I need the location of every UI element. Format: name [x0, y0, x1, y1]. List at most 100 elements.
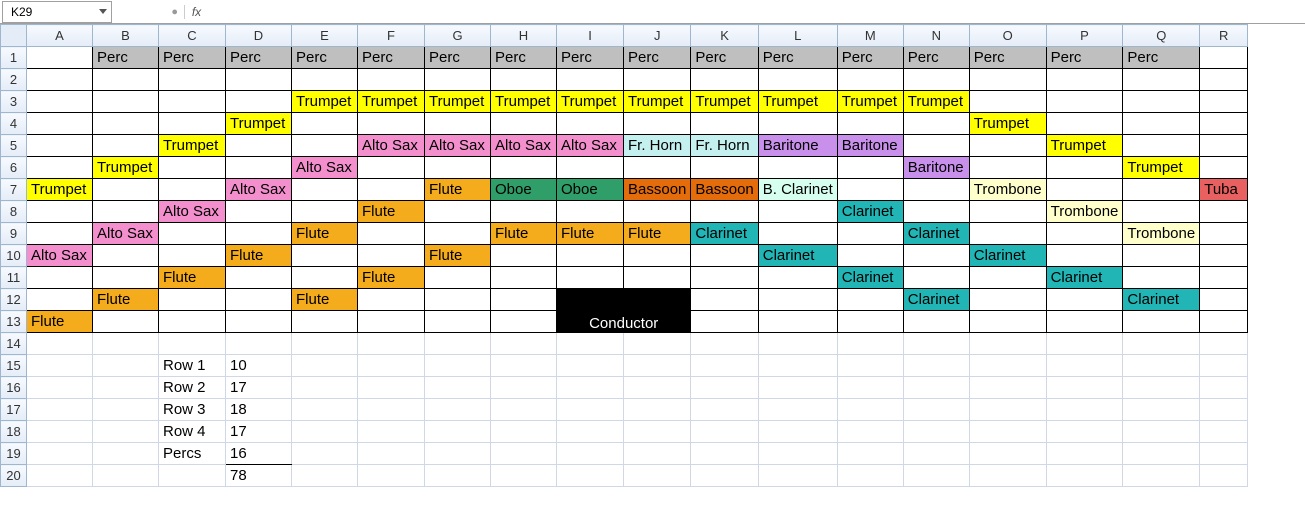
cell-J3[interactable]: Trumpet — [624, 91, 691, 113]
cell-B12[interactable]: Flute — [93, 289, 159, 311]
cell-I11[interactable] — [557, 267, 624, 289]
cell-J1[interactable]: Perc — [624, 47, 691, 69]
cell-H1[interactable]: Perc — [491, 47, 557, 69]
cell-M12[interactable] — [837, 289, 903, 311]
cell-N3[interactable]: Trumpet — [903, 91, 969, 113]
cell-P10[interactable] — [1046, 245, 1123, 267]
cell-I3[interactable]: Trumpet — [557, 91, 624, 113]
cell-J5[interactable]: Fr. Horn — [624, 135, 691, 157]
cell-J8[interactable] — [624, 201, 691, 223]
cell-L4[interactable] — [758, 113, 837, 135]
cell-D10[interactable]: Flute — [226, 245, 292, 267]
cell-J4[interactable] — [624, 113, 691, 135]
cell-F13[interactable] — [358, 311, 425, 333]
cell-L13[interactable] — [758, 311, 837, 333]
row-header-12[interactable]: 12 — [1, 289, 27, 311]
cell-I5[interactable]: Alto Sax — [557, 135, 624, 157]
col-header-N[interactable]: N — [903, 25, 969, 47]
row-header-20[interactable]: 20 — [1, 465, 27, 487]
cell-A19[interactable] — [27, 443, 93, 465]
cell-M17[interactable] — [837, 399, 903, 421]
cell-B7[interactable] — [93, 179, 159, 201]
cell-G7[interactable]: Flute — [425, 179, 491, 201]
cell-I14[interactable] — [557, 333, 624, 355]
cell-F6[interactable] — [358, 157, 425, 179]
cell-K13[interactable] — [691, 311, 758, 333]
name-box-dropdown-icon[interactable] — [99, 9, 107, 14]
cell-Q19[interactable] — [1123, 443, 1200, 465]
cell-G19[interactable] — [425, 443, 491, 465]
cell-Q9[interactable]: Trombone — [1123, 223, 1200, 245]
cell-D3[interactable] — [226, 91, 292, 113]
cell-G1[interactable]: Perc — [425, 47, 491, 69]
conductor-cell[interactable]: Conductor — [557, 289, 691, 333]
cell-K5[interactable]: Fr. Horn — [691, 135, 758, 157]
cell-C17[interactable]: Row 3 — [159, 399, 226, 421]
cell-H17[interactable] — [491, 399, 557, 421]
cell-O6[interactable] — [969, 157, 1046, 179]
cell-O1[interactable]: Perc — [969, 47, 1046, 69]
cell-O19[interactable] — [969, 443, 1046, 465]
cell-O10[interactable]: Clarinet — [969, 245, 1046, 267]
cell-C7[interactable] — [159, 179, 226, 201]
cell-A5[interactable] — [27, 135, 93, 157]
cell-C9[interactable] — [159, 223, 226, 245]
cell-F19[interactable] — [358, 443, 425, 465]
cell-G15[interactable] — [425, 355, 491, 377]
cell-M16[interactable] — [837, 377, 903, 399]
cell-H2[interactable] — [491, 69, 557, 91]
cell-F12[interactable] — [358, 289, 425, 311]
row-header-9[interactable]: 9 — [1, 223, 27, 245]
cell-P3[interactable] — [1046, 91, 1123, 113]
cell-R9[interactable] — [1200, 223, 1248, 245]
cell-N2[interactable] — [903, 69, 969, 91]
cell-H6[interactable] — [491, 157, 557, 179]
cell-B20[interactable] — [93, 465, 159, 487]
cell-P11[interactable]: Clarinet — [1046, 267, 1123, 289]
cell-D19[interactable]: 16 — [226, 443, 292, 465]
cell-R8[interactable] — [1200, 201, 1248, 223]
cell-G20[interactable] — [425, 465, 491, 487]
cell-H15[interactable] — [491, 355, 557, 377]
cell-H10[interactable] — [491, 245, 557, 267]
cell-C6[interactable] — [159, 157, 226, 179]
cell-J6[interactable] — [624, 157, 691, 179]
cell-C15[interactable]: Row 1 — [159, 355, 226, 377]
cell-E7[interactable] — [292, 179, 358, 201]
row-header-19[interactable]: 19 — [1, 443, 27, 465]
name-box[interactable]: K29 — [2, 1, 112, 23]
cell-K10[interactable] — [691, 245, 758, 267]
cell-N7[interactable] — [903, 179, 969, 201]
cell-C10[interactable] — [159, 245, 226, 267]
cell-E13[interactable] — [292, 311, 358, 333]
cell-Q5[interactable] — [1123, 135, 1200, 157]
cell-E4[interactable] — [292, 113, 358, 135]
cell-D13[interactable] — [226, 311, 292, 333]
cell-B17[interactable] — [93, 399, 159, 421]
cell-J20[interactable] — [624, 465, 691, 487]
cell-L16[interactable] — [758, 377, 837, 399]
cell-Q6[interactable]: Trumpet — [1123, 157, 1200, 179]
cell-M8[interactable]: Clarinet — [837, 201, 903, 223]
cell-K9[interactable]: Clarinet — [691, 223, 758, 245]
cell-N1[interactable]: Perc — [903, 47, 969, 69]
cell-M5[interactable]: Baritone — [837, 135, 903, 157]
cell-N13[interactable] — [903, 311, 969, 333]
cell-I19[interactable] — [557, 443, 624, 465]
cell-H8[interactable] — [491, 201, 557, 223]
cell-B5[interactable] — [93, 135, 159, 157]
cell-A14[interactable] — [27, 333, 93, 355]
cell-O12[interactable] — [969, 289, 1046, 311]
cell-A2[interactable] — [27, 69, 93, 91]
cell-G18[interactable] — [425, 421, 491, 443]
col-header-B[interactable]: B — [93, 25, 159, 47]
cell-Q12[interactable]: Clarinet — [1123, 289, 1200, 311]
cell-E16[interactable] — [292, 377, 358, 399]
cell-R16[interactable] — [1200, 377, 1248, 399]
cell-P14[interactable] — [1046, 333, 1123, 355]
cell-M3[interactable]: Trumpet — [837, 91, 903, 113]
cell-Q17[interactable] — [1123, 399, 1200, 421]
cell-C18[interactable]: Row 4 — [159, 421, 226, 443]
cell-E9[interactable]: Flute — [292, 223, 358, 245]
cell-K17[interactable] — [691, 399, 758, 421]
